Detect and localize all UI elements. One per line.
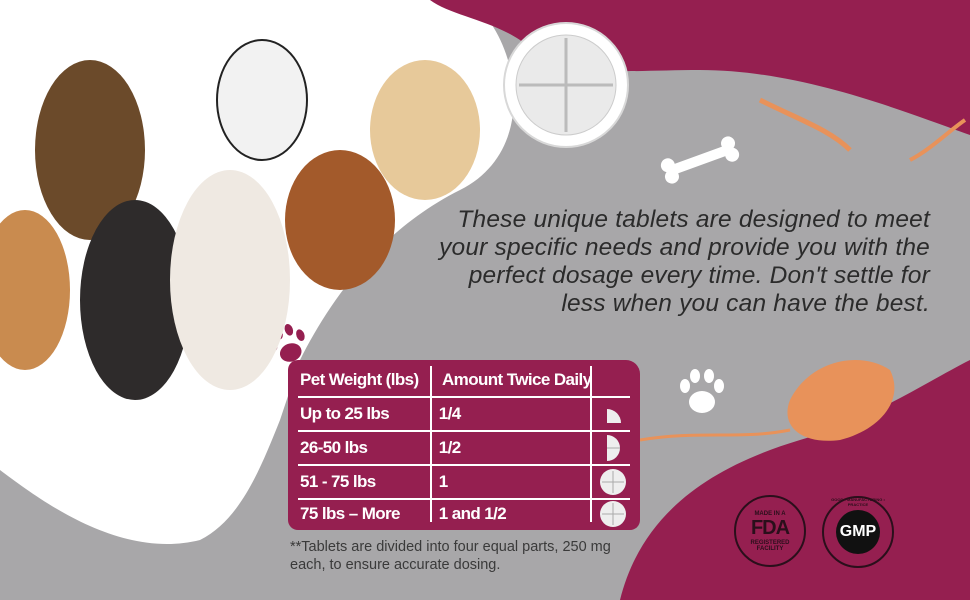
- table-row: 51 - 75 lbs 1: [298, 466, 630, 498]
- fda-badge: MADE IN A FDA REGISTERED FACILITY: [734, 495, 806, 567]
- quarter-tablet-icon: [606, 409, 621, 423]
- table-row: 26-50 lbs 1/2: [298, 432, 630, 464]
- tablet-image: [503, 22, 629, 148]
- weight-cell: Up to 25 lbs: [300, 404, 390, 423]
- amount-cell: 1/4: [438, 404, 461, 423]
- weight-cell: 26-50 lbs: [300, 438, 368, 457]
- tablet-note: **Tablets are divided into four equal pa…: [290, 539, 611, 573]
- fda-mark: FDA: [750, 516, 790, 539]
- amount-cell: 1/2: [438, 438, 461, 457]
- weight-cell: 75 lbs – More: [300, 504, 401, 523]
- fda-bottom-text: REGISTERED: [750, 539, 790, 546]
- table-header: Pet Weight (lbs) Amount Twice Daily: [298, 364, 630, 396]
- bone-icon: [660, 136, 740, 184]
- orange-blob: [787, 360, 895, 441]
- whole-tablet-icon: [599, 501, 626, 527]
- dogs-photo: [0, 39, 480, 400]
- gmp-mark: GMP: [836, 510, 880, 554]
- table-row: 75 lbs – More 1 and 1/2: [298, 498, 630, 530]
- fda-top-text: MADE IN A: [754, 510, 786, 517]
- header-weight: Pet Weight (lbs): [300, 370, 419, 389]
- fda-bottom-text-2: FACILITY: [756, 545, 784, 552]
- amount-cell: 1: [438, 472, 448, 491]
- header-amount: Amount Twice Daily: [442, 370, 592, 389]
- amount-cell: 1 and 1/2: [438, 504, 507, 523]
- gmp-badge: GOOD • MANUFACTURING • PRACTICE GMP: [822, 496, 894, 568]
- gmp-ring-text: GOOD • MANUFACTURING • PRACTICE: [831, 497, 885, 507]
- weight-cell: 51 - 75 lbs: [300, 472, 376, 491]
- headline-text: These unique tablets are designed to mee…: [439, 206, 930, 317]
- paw-icon-white: [680, 369, 724, 413]
- half-tablet-icon: [606, 435, 620, 461]
- whole-tablet-icon: [599, 469, 626, 495]
- dosage-table: Pet Weight (lbs) Amount Twice Daily Up t…: [288, 360, 640, 530]
- table-row: Up to 25 lbs 1/4: [298, 398, 630, 430]
